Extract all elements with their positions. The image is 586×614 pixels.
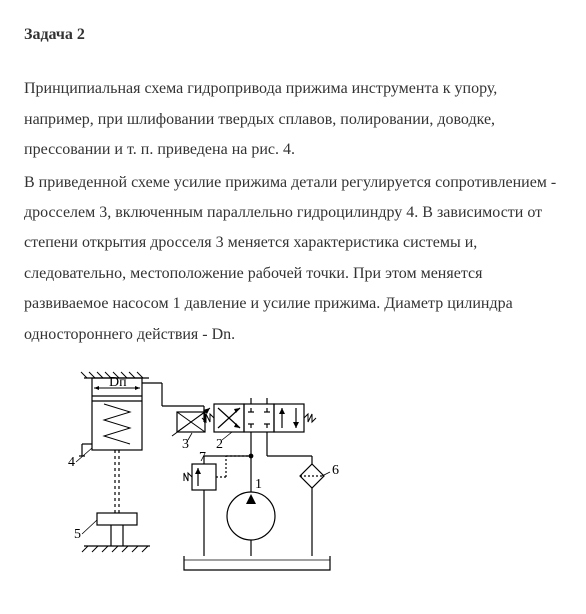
svg-text:1: 1 — [255, 477, 262, 492]
svg-text:2: 2 — [216, 437, 223, 452]
svg-text:3: 3 — [182, 437, 189, 452]
svg-text:Dп: Dп — [109, 375, 127, 390]
svg-text:4: 4 — [68, 455, 75, 470]
paragraph-1: Принципиальная схема гидропривода прижим… — [24, 74, 562, 165]
svg-text:7: 7 — [199, 450, 206, 465]
svg-text:5: 5 — [74, 527, 81, 542]
hydraulic-diagram: Dп 4 5 3 — [54, 368, 562, 594]
problem-title: Задача 2 — [24, 20, 562, 50]
paragraph-2: В приведенной схеме усилие прижима детал… — [24, 168, 562, 350]
svg-text:6: 6 — [332, 463, 339, 478]
